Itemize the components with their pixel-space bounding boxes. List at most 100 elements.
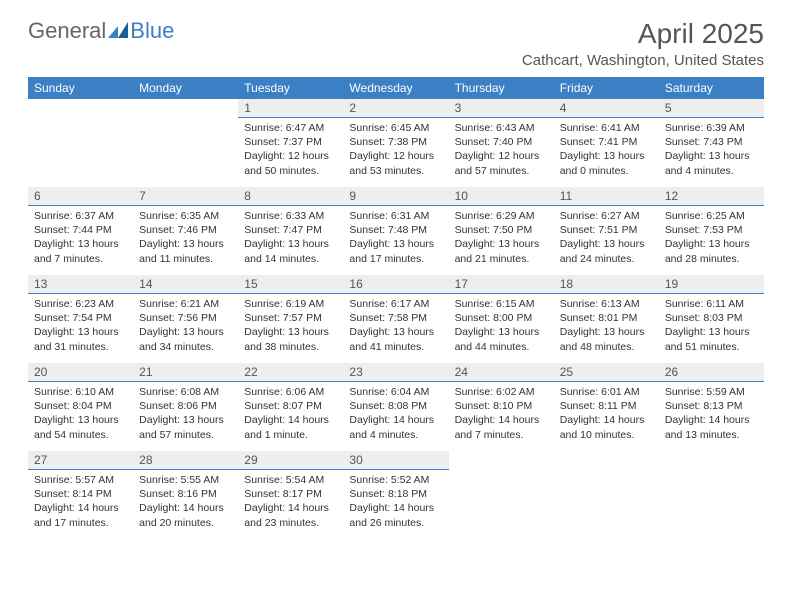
calendar-cell: 2Sunrise: 6:45 AMSunset: 7:38 PMDaylight… [343,99,448,187]
sunrise-text: Sunrise: 6:01 AM [560,385,653,399]
daylight-text: Daylight: 13 hours and 44 minutes. [455,325,548,353]
blank-day [554,451,659,469]
calendar-cell: 6Sunrise: 6:37 AMSunset: 7:44 PMDaylight… [28,187,133,275]
day-number: 27 [28,451,133,470]
daylight-text: Daylight: 13 hours and 38 minutes. [244,325,337,353]
daylight-text: Daylight: 14 hours and 17 minutes. [34,501,127,529]
sunset-text: Sunset: 7:54 PM [34,311,127,325]
sunset-text: Sunset: 7:44 PM [34,223,127,237]
sunrise-text: Sunrise: 6:33 AM [244,209,337,223]
day-number: 15 [238,275,343,294]
calendar-cell: 15 Sunrise: 6:19 AMSunset: 7:57 PMDayligh… [238,275,343,363]
day-body: Sunrise: 6:06 AMSunset: 8:07 PMDaylight:… [238,382,343,448]
blank-day [659,451,764,469]
calendar-cell: 3Sunrise: 6:43 AMSunset: 7:40 PMDaylight… [449,99,554,187]
sunset-text: Sunset: 8:03 PM [665,311,758,325]
day-header: Sunday [28,77,133,99]
daylight-text: Daylight: 14 hours and 7 minutes. [455,413,548,441]
day-body: Sunrise: 6:25 AMSunset: 7:53 PMDaylight:… [659,206,764,272]
sunset-text: Sunset: 8:17 PM [244,487,337,501]
sunrise-text: Sunrise: 6:39 AM [665,121,758,135]
sunrise-text: Sunrise: 6:29 AM [455,209,548,223]
sunrise-text: Sunrise: 6:23 AM [34,297,127,311]
sunset-text: Sunset: 7:58 PM [349,311,442,325]
sunrise-text: Sunrise: 6:35 AM [139,209,232,223]
sunrise-text: Sunrise: 6:08 AM [139,385,232,399]
calendar-cell: 4Sunrise: 6:41 AMSunset: 7:41 PMDaylight… [554,99,659,187]
day-number: 10 [449,187,554,206]
calendar-week: 27Sunrise: 5:57 AMSunset: 8:14 PMDayligh… [28,451,764,539]
calendar-body: 1Sunrise: 6:47 AMSunset: 7:37 PMDaylight… [28,99,764,539]
calendar-cell: 14Sunrise: 6:21 AMSunset: 7:56 PMDayligh… [133,275,238,363]
sunset-text: Sunset: 8:13 PM [665,399,758,413]
calendar-week: 6Sunrise: 6:37 AMSunset: 7:44 PMDaylight… [28,187,764,275]
day-number: 4 [554,99,659,118]
sunset-text: Sunset: 8:18 PM [349,487,442,501]
sunset-text: Sunset: 7:38 PM [349,135,442,149]
sunset-text: Sunset: 8:08 PM [349,399,442,413]
daylight-text: Daylight: 14 hours and 13 minutes. [665,413,758,441]
logo-text-blue: Blue [130,18,174,44]
calendar-cell: 21Sunrise: 6:08 AMSunset: 8:06 PMDayligh… [133,363,238,451]
day-body: Sunrise: 6:35 AMSunset: 7:46 PMDaylight:… [133,206,238,272]
calendar-cell: 23 Sunrise: 6:04 AMSunset: 8:08 PMDayligh… [343,363,448,451]
calendar-cell: 8Sunrise: 6:33 AMSunset: 7:47 PMDaylight… [238,187,343,275]
day-body: Sunrise: 6:47 AMSunset: 7:37 PMDaylight:… [238,118,343,184]
sunset-text: Sunset: 8:04 PM [34,399,127,413]
daylight-text: Daylight: 13 hours and 54 minutes. [34,413,127,441]
day-body: Sunrise: 6:29 AMSunset: 7:50 PMDaylight:… [449,206,554,272]
sunset-text: Sunset: 7:51 PM [560,223,653,237]
day-body: Sunrise: 5:52 AMSunset: 8:18 PMDaylight:… [343,470,448,536]
daylight-text: Daylight: 13 hours and 41 minutes. [349,325,442,353]
day-body: Sunrise: 6:11 AMSunset: 8:03 PMDaylight:… [659,294,764,360]
sunrise-text: Sunrise: 6:04 AM [349,385,442,399]
day-number: 18 [554,275,659,294]
sunrise-text: Sunrise: 6:17 AM [349,297,442,311]
month-title: April 2025 [522,18,764,50]
daylight-text: Daylight: 13 hours and 7 minutes. [34,237,127,265]
daylight-text: Daylight: 13 hours and 31 minutes. [34,325,127,353]
sunrise-text: Sunrise: 6:21 AM [139,297,232,311]
sunset-text: Sunset: 7:47 PM [244,223,337,237]
calendar-week: 1Sunrise: 6:47 AMSunset: 7:37 PMDaylight… [28,99,764,187]
calendar-cell: 24Sunrise: 6:02 AMSunset: 8:10 PMDayligh… [449,363,554,451]
day-body: Sunrise: 6:31 AMSunset: 7:48 PMDaylight:… [343,206,448,272]
sunrise-text: Sunrise: 6:19 AM [244,297,337,311]
day-number: 30 [343,451,448,470]
sunset-text: Sunset: 7:56 PM [139,311,232,325]
sunset-text: Sunset: 7:53 PM [665,223,758,237]
sunrise-text: Sunrise: 6:10 AM [34,385,127,399]
sunset-text: Sunset: 7:57 PM [244,311,337,325]
calendar-cell [659,451,764,539]
daylight-text: Daylight: 13 hours and 11 minutes. [139,237,232,265]
day-header: Wednesday [343,77,448,99]
sunrise-text: Sunrise: 5:54 AM [244,473,337,487]
sunrise-text: Sunrise: 6:41 AM [560,121,653,135]
calendar-cell: 19Sunrise: 6:11 AMSunset: 8:03 PMDayligh… [659,275,764,363]
calendar-cell: 18Sunrise: 6:13 AMSunset: 8:01 PMDayligh… [554,275,659,363]
day-number: 23 [343,363,448,382]
daylight-text: Daylight: 13 hours and 17 minutes. [349,237,442,265]
sunset-text: Sunset: 7:40 PM [455,135,548,149]
sunset-text: Sunset: 7:48 PM [349,223,442,237]
calendar-cell: 22Sunrise: 6:06 AMSunset: 8:07 PMDayligh… [238,363,343,451]
logo-icon [108,18,128,44]
day-body: Sunrise: 5:54 AMSunset: 8:17 PMDaylight:… [238,470,343,536]
day-header: Thursday [449,77,554,99]
sunrise-text: Sunrise: 6:06 AM [244,385,337,399]
day-header: Tuesday [238,77,343,99]
header: General Blue April 2025 Cathcart, Washin… [28,18,764,69]
day-body: Sunrise: 6:41 AMSunset: 7:41 PMDaylight:… [554,118,659,184]
sunrise-text: Sunrise: 6:15 AM [455,297,548,311]
daylight-text: Daylight: 13 hours and 51 minutes. [665,325,758,353]
day-body: Sunrise: 6:08 AMSunset: 8:06 PMDaylight:… [133,382,238,448]
daylight-text: Daylight: 13 hours and 14 minutes. [244,237,337,265]
calendar-week: 20Sunrise: 6:10 AMSunset: 8:04 PMDayligh… [28,363,764,451]
sunset-text: Sunset: 7:43 PM [665,135,758,149]
daylight-text: Daylight: 13 hours and 0 minutes. [560,149,653,177]
day-body: Sunrise: 6:37 AMSunset: 7:44 PMDaylight:… [28,206,133,272]
sunset-text: Sunset: 8:06 PM [139,399,232,413]
day-number: 17 [449,275,554,294]
daylight-text: Daylight: 14 hours and 4 minutes. [349,413,442,441]
sunrise-text: Sunrise: 6:47 AM [244,121,337,135]
